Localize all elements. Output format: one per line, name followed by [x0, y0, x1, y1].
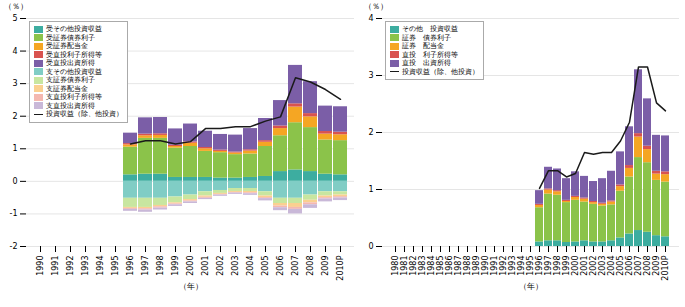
svg-text:2: 2 [368, 128, 373, 137]
html-text:受直投出資所得: 受直投出資所得 [46, 59, 95, 67]
html-text:証券 債券利子: 証券 債券利子 [402, 33, 451, 42]
svg-text:2000: 2000 [571, 256, 580, 276]
svg-text:2006: 2006 [625, 256, 634, 276]
svg-text:5: 5 [12, 14, 17, 23]
html-text:支その他投資収益: 支その他投資収益 [46, 67, 102, 76]
svg-text:2007: 2007 [634, 256, 643, 276]
svg-text:2: 2 [12, 112, 17, 121]
svg-text:2008: 2008 [306, 256, 315, 276]
svg-text:1998: 1998 [553, 256, 562, 276]
svg-text:2006: 2006 [276, 256, 285, 276]
svg-text:-1: -1 [10, 209, 18, 218]
svg-text:2003: 2003 [598, 256, 607, 276]
svg-text:2009: 2009 [321, 256, 330, 276]
svg-text:1992: 1992 [499, 256, 508, 276]
html-text:受直投利子所得等: 受直投利子所得等 [46, 50, 102, 59]
svg-text:2007: 2007 [291, 256, 300, 276]
svg-text:2000: 2000 [186, 256, 195, 276]
svg-text:（年）: （年） [179, 282, 203, 291]
svg-text:2005: 2005 [616, 256, 625, 276]
svg-text:1: 1 [12, 144, 17, 153]
svg-text:1999: 1999 [171, 256, 180, 276]
svg-text:0: 0 [368, 242, 373, 251]
svg-text:1984: 1984 [427, 256, 436, 276]
svg-text:1992: 1992 [66, 256, 75, 276]
html-text:支直投出資所得: 支直投出資所得 [46, 101, 95, 110]
html-text:証券 配当金: 証券 配当金 [402, 42, 444, 50]
html-text:直投 利子所得等: 直投 利子所得等 [402, 50, 458, 59]
svg-text:1983: 1983 [418, 256, 427, 276]
svg-text:2008: 2008 [643, 256, 652, 276]
svg-text:0: 0 [12, 177, 17, 186]
svg-text:1986: 1986 [445, 256, 454, 276]
svg-text:1989: 1989 [472, 256, 481, 276]
html-text:受その他投資収益: 受その他投資収益 [46, 25, 102, 33]
html-text:受証券債券利子: 受証券債券利子 [46, 33, 95, 42]
svg-text:1991: 1991 [51, 256, 60, 276]
svg-text:1995: 1995 [111, 256, 120, 276]
svg-text:1980: 1980 [391, 256, 400, 276]
html-text:支証券配当金: 支証券配当金 [46, 84, 88, 93]
svg-text:1996: 1996 [126, 256, 135, 276]
svg-text:1: 1 [368, 185, 373, 194]
svg-text:2004: 2004 [246, 256, 255, 276]
svg-text:2004: 2004 [607, 256, 616, 276]
svg-text:（％）: （％） [364, 2, 388, 11]
svg-text:（年）: （年） [519, 282, 543, 291]
svg-text:3: 3 [368, 71, 373, 80]
svg-text:2003: 2003 [231, 256, 240, 276]
svg-text:2009: 2009 [652, 256, 661, 276]
svg-text:2002: 2002 [589, 256, 598, 276]
svg-text:-2: -2 [10, 242, 18, 251]
html-text:投資収益（除、他投資）: 投資収益（除、他投資） [46, 110, 123, 118]
svg-text:1991: 1991 [490, 256, 499, 276]
html-text:受証券配当金: 受証券配当金 [46, 42, 88, 50]
svg-text:2010P: 2010P [336, 255, 345, 280]
svg-text:2001: 2001 [580, 256, 589, 276]
html-text:投資収益（除、他投資）: 投資収益（除、他投資） [402, 67, 479, 76]
svg-text:1985: 1985 [436, 256, 445, 276]
html-text:支証券債券利子: 支証券債券利子 [46, 76, 95, 84]
svg-text:1994: 1994 [96, 256, 105, 276]
svg-text:1990: 1990 [36, 256, 45, 276]
svg-text:（％）: （％） [4, 2, 28, 11]
svg-text:2002: 2002 [216, 256, 225, 276]
svg-text:4: 4 [12, 47, 17, 56]
svg-text:1995: 1995 [526, 256, 535, 276]
svg-text:1996: 1996 [535, 256, 544, 276]
svg-text:1993: 1993 [508, 256, 517, 276]
html-text:その他 投資収益: その他 投資収益 [402, 25, 458, 33]
svg-text:1994: 1994 [517, 256, 526, 276]
svg-text:1990: 1990 [481, 256, 490, 276]
svg-text:1981: 1981 [400, 256, 409, 276]
svg-text:1997: 1997 [544, 256, 553, 276]
svg-text:1998: 1998 [156, 256, 165, 276]
svg-text:2010P: 2010P [661, 255, 670, 280]
svg-text:1987: 1987 [454, 256, 463, 276]
svg-text:3: 3 [12, 79, 17, 88]
svg-text:2001: 2001 [201, 256, 210, 276]
svg-text:1999: 1999 [562, 256, 571, 276]
svg-text:1993: 1993 [81, 256, 90, 276]
svg-text:4: 4 [368, 14, 373, 23]
svg-text:2005: 2005 [261, 256, 270, 276]
svg-text:1982: 1982 [409, 256, 418, 276]
html-text:支直投利子所得等: 支直投利子所得等 [46, 93, 102, 101]
svg-text:1988: 1988 [463, 256, 472, 276]
html-text:直投 出資所得: 直投 出資所得 [402, 59, 451, 67]
svg-text:1997: 1997 [141, 256, 150, 276]
